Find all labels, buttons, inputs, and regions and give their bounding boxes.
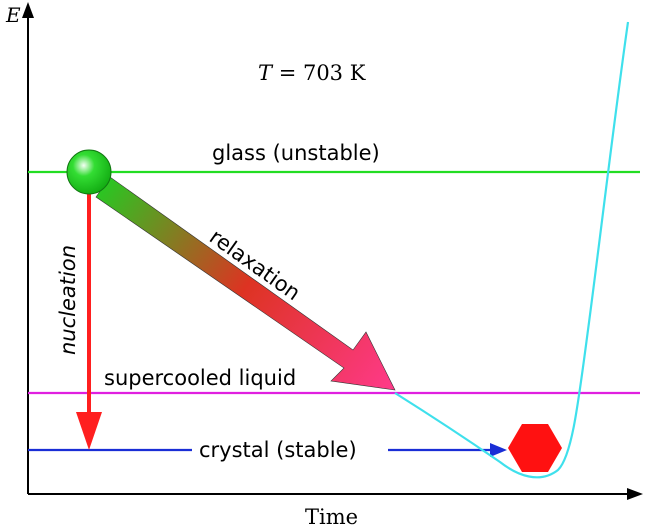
glass-level-label: glass (unstable) (212, 141, 380, 165)
temperature-label: T = 703 K (258, 61, 366, 85)
green-sphere-icon (66, 149, 112, 195)
y-axis-arrowhead-icon (22, 2, 34, 18)
energy-curve (394, 21, 630, 479)
nucleation-arrow: nucleation (56, 190, 102, 450)
temperature-value: = 703 K (272, 61, 366, 85)
axes (22, 2, 643, 500)
temperature-symbol: T (258, 61, 274, 85)
y-axis-label: E (5, 3, 21, 27)
x-axis-arrowhead-icon (627, 488, 643, 500)
nucleation-label: nucleation (56, 245, 80, 355)
crystal-level-arrowhead-icon (490, 443, 507, 457)
red-hexagon-icon (508, 424, 562, 472)
supercooled-level-label: supercooled liquid (104, 366, 296, 390)
crystal-level-label: crystal (stable) (199, 438, 357, 462)
relaxation-arrow-shape (95, 176, 396, 391)
relaxation-arrow: relaxation (95, 176, 396, 391)
crystal-level: crystal (stable) (28, 438, 507, 462)
x-axis-label: Time (305, 505, 358, 529)
nucleation-arrowhead-icon (76, 412, 102, 450)
